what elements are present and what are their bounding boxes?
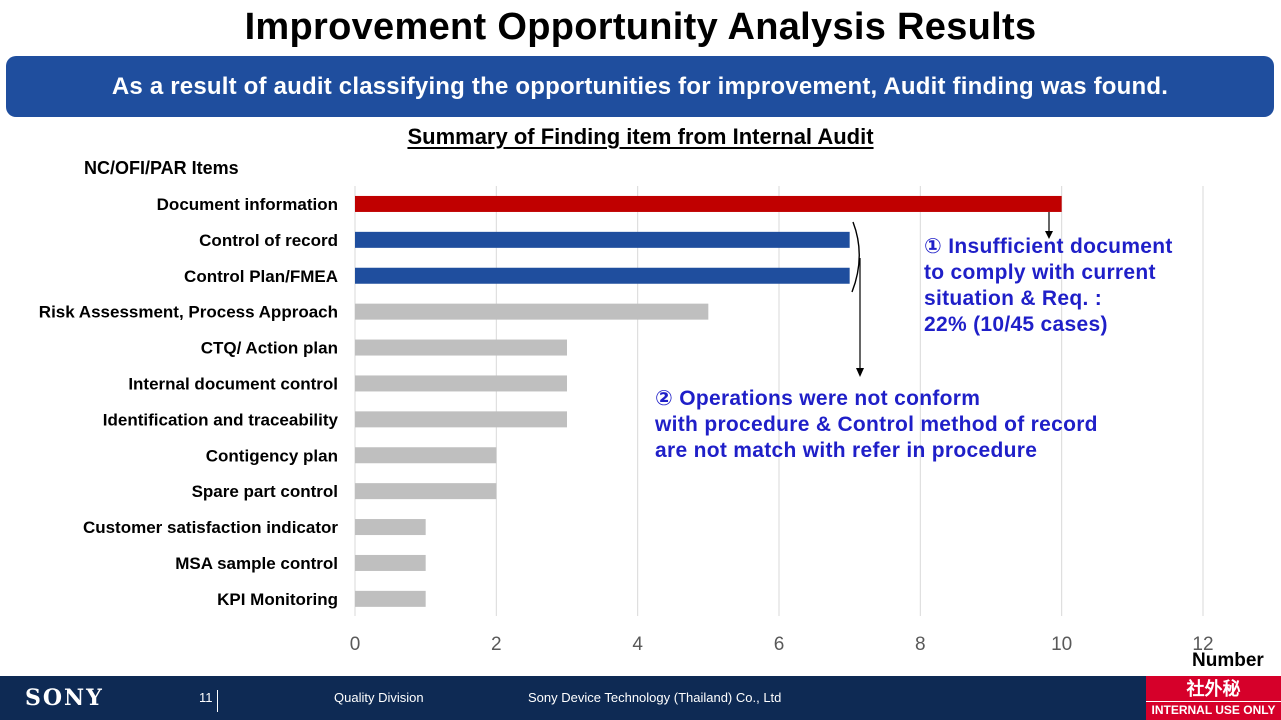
arrow-note1-head — [1045, 231, 1053, 239]
bar — [355, 590, 426, 607]
chart-title: Summary of Finding item from Internal Au… — [0, 124, 1281, 150]
x-tick-label: 0 — [350, 634, 361, 655]
badge-english: INTERNAL USE ONLY — [1146, 701, 1281, 718]
category-label: KPI Monitoring — [217, 590, 338, 609]
bar — [355, 554, 426, 571]
bar — [355, 447, 497, 464]
chart-bars — [355, 195, 1062, 607]
category-label: Internal document control — [128, 374, 338, 393]
x-tick-label: 8 — [915, 634, 926, 655]
company-name: Sony Device Technology (Thailand) Co., L… — [528, 690, 782, 705]
category-label: Control Plan/FMEA — [184, 267, 338, 286]
category-label: Control of record — [199, 231, 338, 250]
bar — [355, 483, 497, 500]
category-label: Spare part control — [192, 482, 338, 501]
category-labels: Document information Control of record Con… — [39, 195, 339, 609]
x-tick-label: 4 — [632, 634, 643, 655]
category-label: CTQ/ Action plan — [201, 339, 338, 358]
annotation-arrows — [851, 212, 1053, 377]
page-title: Improvement Opportunity Analysis Results — [244, 6, 1037, 48]
bar — [355, 195, 1062, 212]
chart-title-text: Summary of Finding item from Internal Au… — [407, 124, 874, 149]
note1-line: ① Insufficient document — [924, 235, 1173, 258]
arrow-note2-head — [856, 368, 864, 377]
x-tick-label: 6 — [774, 634, 785, 655]
page-number: 11 — [199, 690, 218, 712]
chart-gridlines — [354, 186, 1204, 616]
brace-bracket — [851, 221, 860, 293]
x-tick-label: 12 — [1192, 634, 1213, 655]
category-label: Document information — [157, 195, 338, 214]
bar — [355, 303, 709, 320]
badge-japanese: 社外秘 — [1186, 679, 1241, 699]
x-axis-title: Number — [1192, 650, 1264, 671]
bar — [355, 411, 567, 428]
category-label: Customer satisfaction indicator — [83, 518, 338, 537]
category-label: Risk Assessment, Process Approach — [39, 303, 338, 322]
confidential-badge: 社外秘 INTERNAL USE ONLY — [1146, 676, 1281, 720]
note1-line: situation & Req. : — [924, 287, 1103, 310]
category-label: MSA sample control — [175, 554, 338, 573]
category-label: Contigency plan — [206, 446, 338, 465]
bar — [355, 339, 567, 356]
x-tick-label: 2 — [491, 634, 502, 655]
note2-line: are not match with refer in procedure — [655, 439, 1038, 462]
bar — [355, 267, 850, 284]
note1-line: 22% (10/45 cases) — [924, 313, 1108, 336]
summary-banner: As a result of audit classifying the opp… — [6, 56, 1274, 117]
bar — [355, 375, 567, 392]
bar — [355, 519, 426, 536]
note1-line: to comply with current — [924, 261, 1156, 284]
note2-line: ② Operations were not conform — [655, 387, 981, 410]
footer-bar: SONY 11 Quality Division Sony Device Tec… — [0, 676, 1281, 720]
bar — [355, 231, 850, 248]
x-tick-label: 10 — [1051, 634, 1072, 655]
note2-line: with procedure & Control method of recor… — [655, 413, 1098, 436]
annotation-note-2: ② Operations were not conform with proce… — [655, 386, 1098, 464]
bar-chart: Document information Control of record Con… — [39, 186, 1214, 655]
division-name: Quality Division — [334, 690, 424, 705]
y-axis-title: NC/OFI/PAR Items — [84, 158, 239, 178]
x-tick-labels: 0 2 4 6 8 10 12 — [350, 634, 1214, 655]
annotation-note-1: ① Insufficient document to comply with c… — [924, 234, 1173, 338]
sony-logo: SONY — [25, 685, 104, 711]
category-label: Identification and traceability — [103, 410, 339, 429]
